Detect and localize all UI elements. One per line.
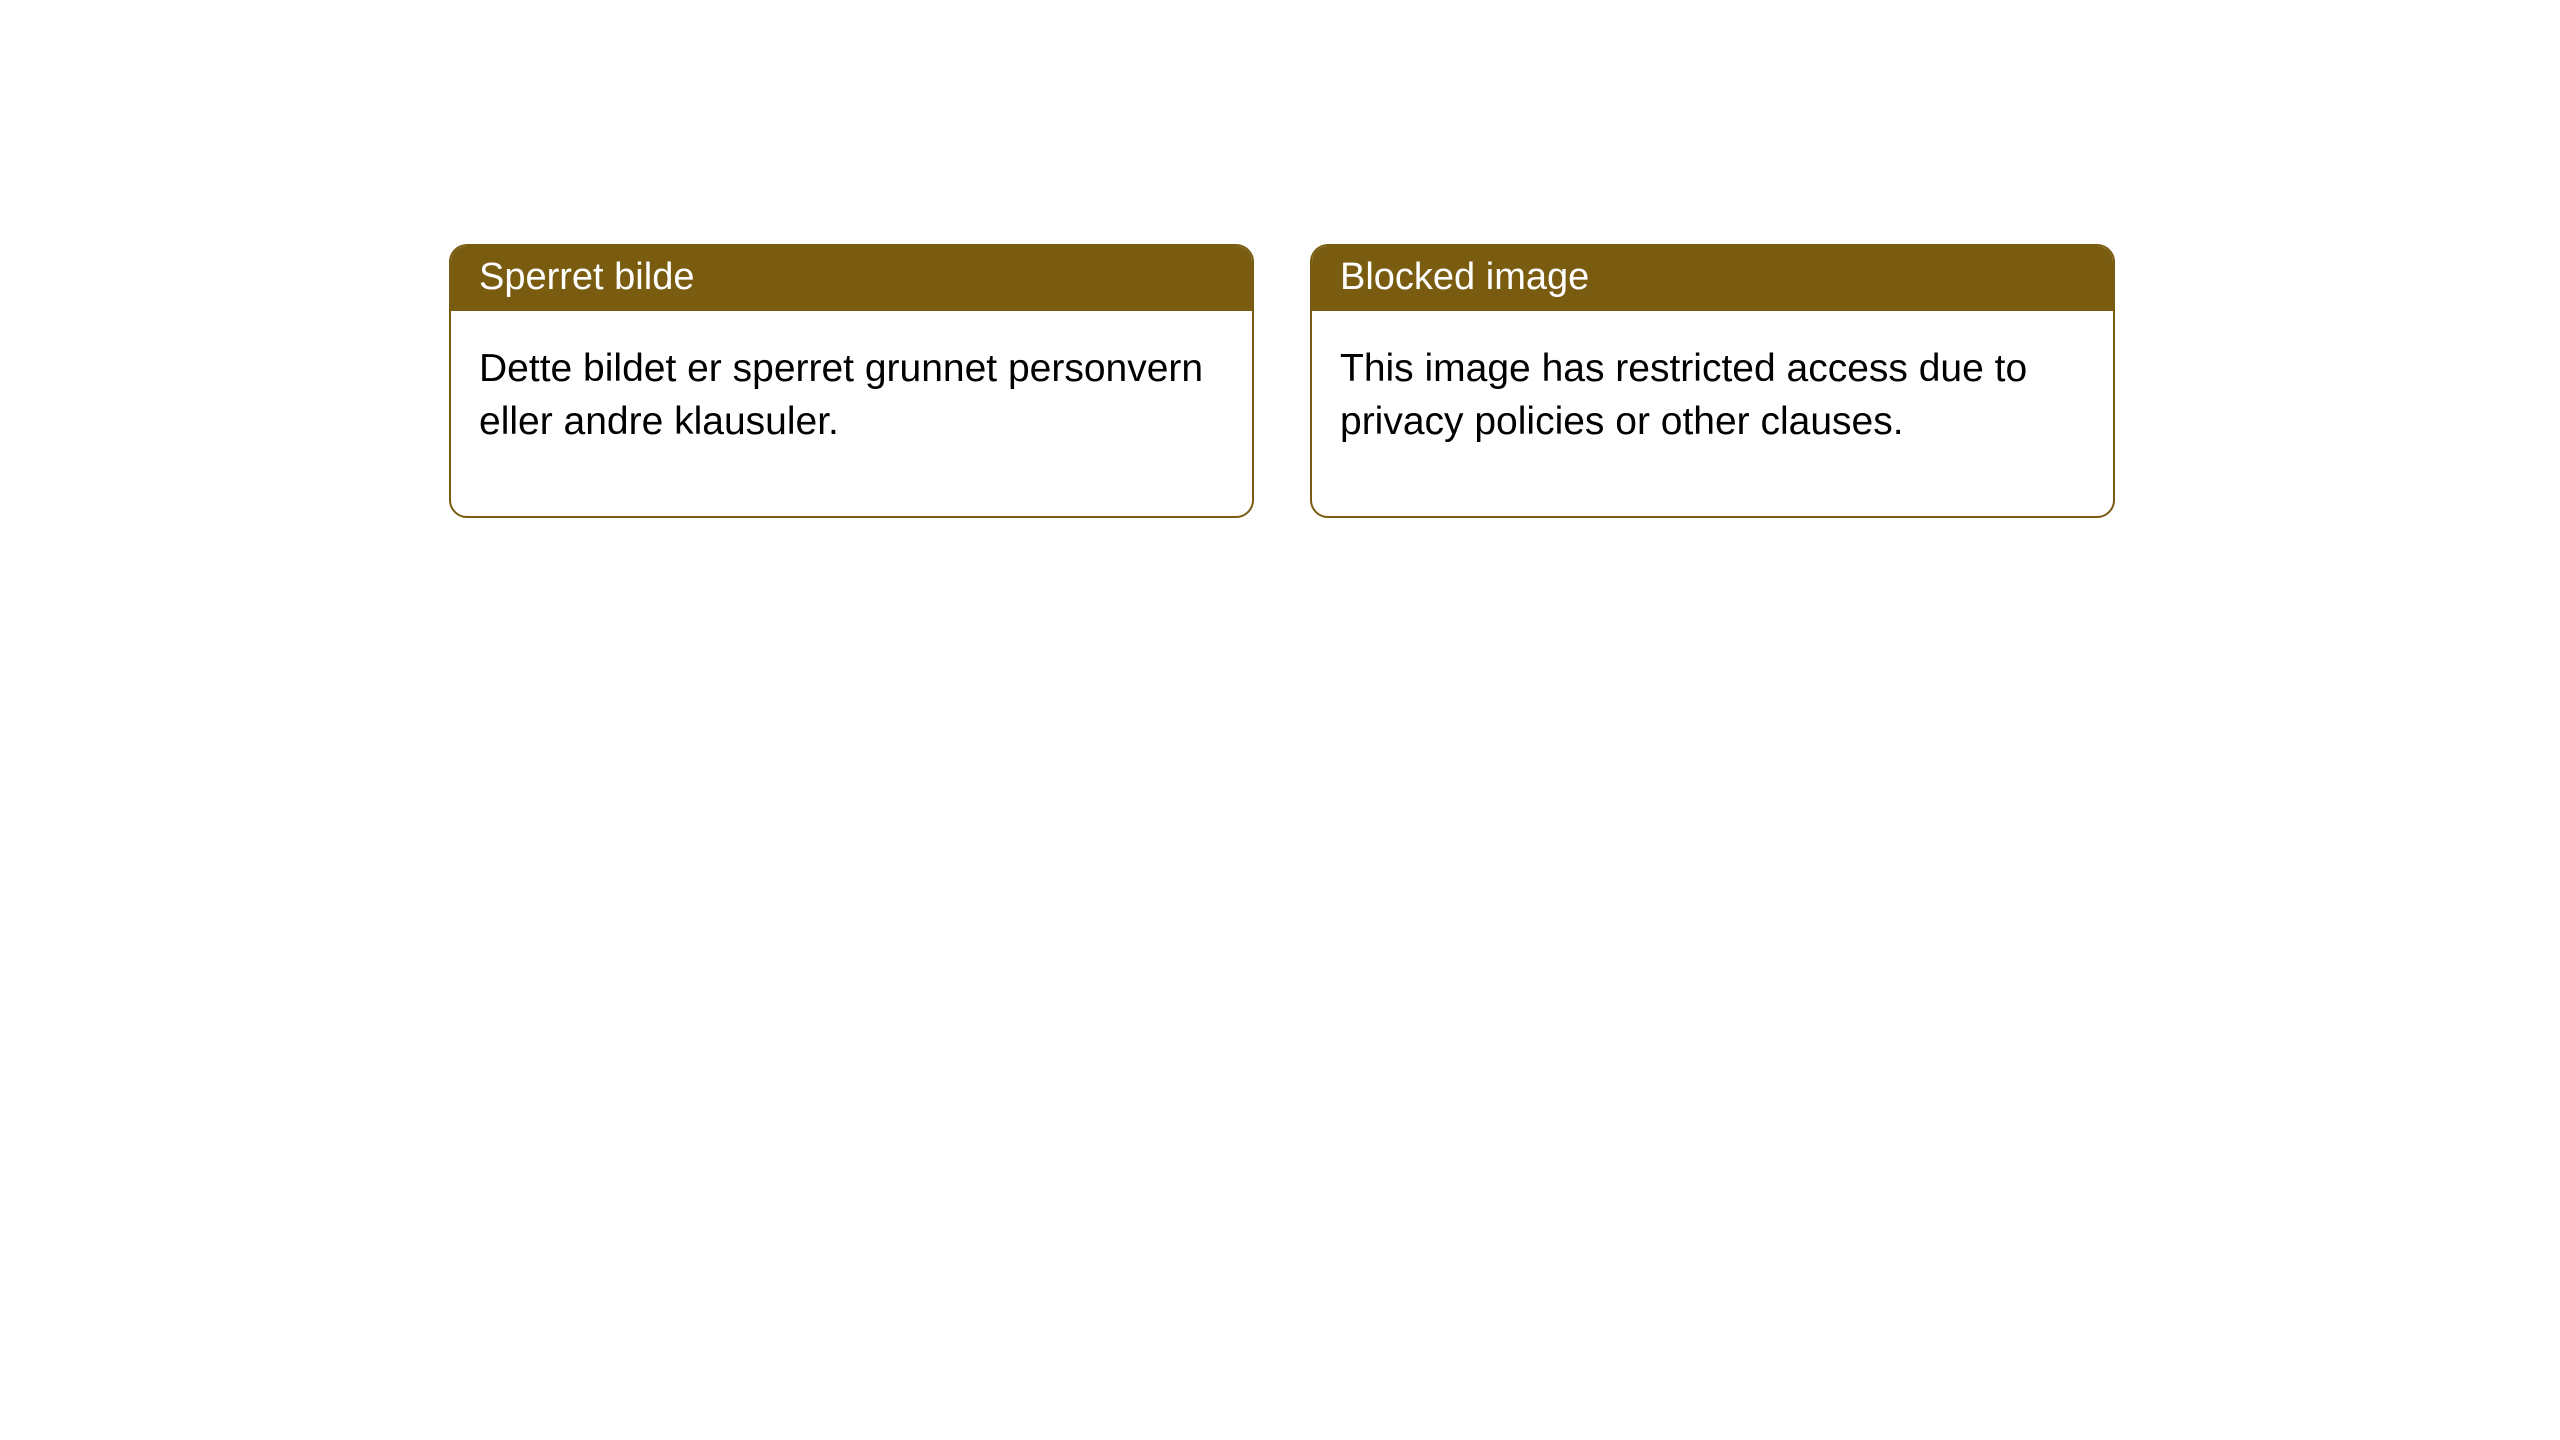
notice-body: This image has restricted access due to … bbox=[1312, 311, 2113, 516]
notice-container: Sperret bilde Dette bildet er sperret gr… bbox=[449, 244, 2115, 518]
notice-header: Sperret bilde bbox=[451, 246, 1252, 311]
notice-card-english: Blocked image This image has restricted … bbox=[1310, 244, 2115, 518]
notice-card-norwegian: Sperret bilde Dette bildet er sperret gr… bbox=[449, 244, 1254, 518]
notice-body: Dette bildet er sperret grunnet personve… bbox=[451, 311, 1252, 516]
notice-header: Blocked image bbox=[1312, 246, 2113, 311]
